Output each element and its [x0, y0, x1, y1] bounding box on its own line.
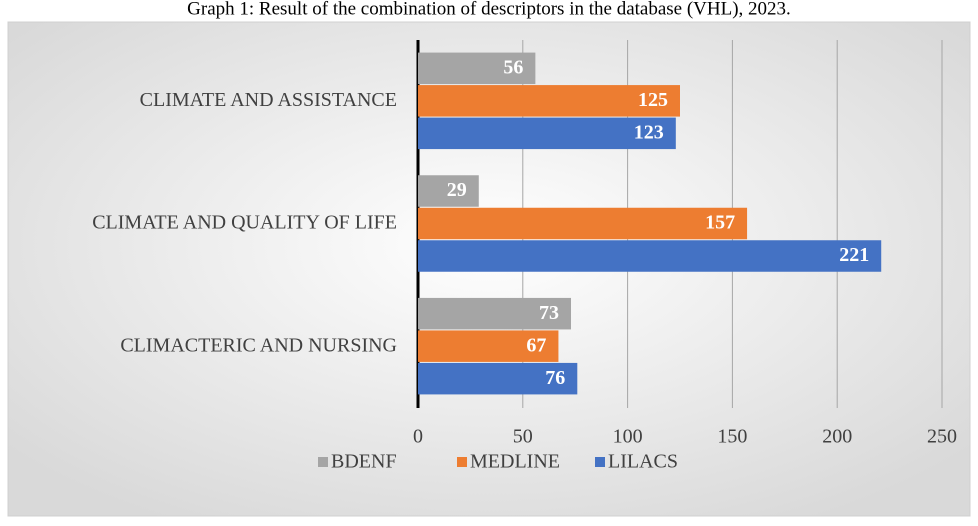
- x-tick-label: 100: [613, 426, 643, 448]
- y-tick-label: CLIMATE AND ASSISTANCE: [140, 89, 397, 111]
- legend-swatch: [318, 457, 328, 467]
- data-label: 157: [705, 212, 735, 234]
- legend-swatch: [595, 457, 605, 467]
- legend-label: BDENF: [331, 451, 397, 473]
- data-label: 29: [447, 179, 467, 201]
- bar: [418, 362, 578, 395]
- bar: [418, 117, 676, 150]
- data-label: 73: [539, 302, 559, 324]
- bar: [418, 175, 479, 207]
- bar: [418, 207, 748, 240]
- x-tick-label: 50: [513, 426, 533, 448]
- x-tick-label: 250: [927, 426, 957, 448]
- legend-label: MEDLINE: [470, 451, 560, 473]
- bar: [418, 85, 680, 117]
- chart-title: Graph 1: Result of the combination of de…: [187, 0, 791, 19]
- legend-swatch: [457, 457, 467, 467]
- bar: [418, 52, 536, 85]
- bar: [418, 330, 559, 362]
- y-tick-label: CLIMACTERIC AND NURSING: [120, 334, 397, 356]
- data-label: 125: [638, 89, 668, 111]
- bar: [418, 240, 882, 272]
- x-tick-label: 200: [822, 426, 852, 448]
- x-tick-label: 0: [413, 426, 423, 448]
- x-tick-label: 150: [717, 426, 747, 448]
- data-label: 123: [634, 121, 664, 143]
- data-label: 67: [526, 334, 546, 356]
- y-tick-label: CLIMATE AND QUALITY OF LIFE: [92, 212, 397, 234]
- legend-label: LILACS: [608, 451, 678, 473]
- data-label: 56: [503, 56, 523, 78]
- bar: [418, 297, 572, 330]
- data-label: 76: [545, 367, 565, 389]
- data-label: 221: [839, 244, 869, 266]
